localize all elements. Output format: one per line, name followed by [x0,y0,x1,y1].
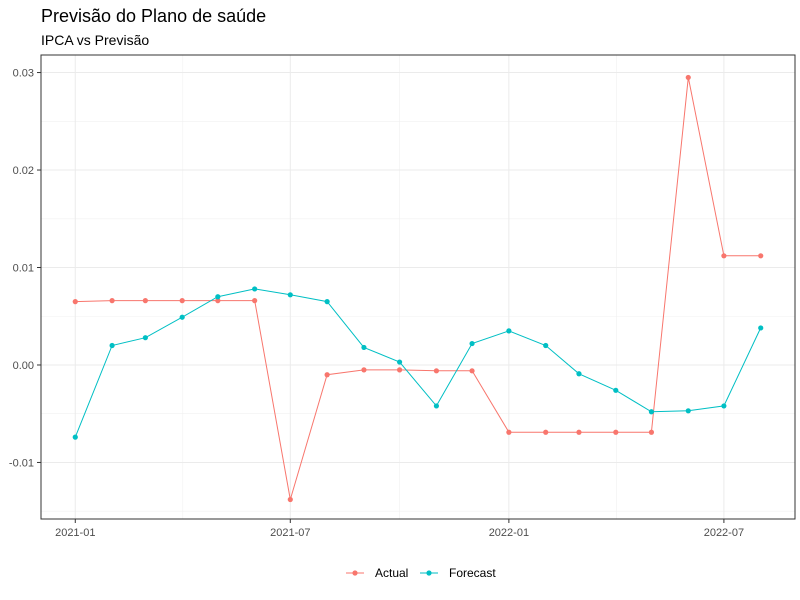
data-point-actual [396,367,403,373]
y-tick-label: 0.03 [13,68,34,80]
data-point-forecast [433,403,440,409]
data-point-forecast [252,286,258,292]
legend-label-actual: Actual [375,566,408,580]
grid-layer [41,55,795,519]
data-point-forecast [109,342,115,349]
data-point-actual [142,298,148,304]
data-point-forecast [469,340,475,347]
data-point-actual [506,429,512,435]
data-point-actual [433,368,440,374]
y-tick-label: 0.02 [13,165,34,177]
data-point-actual [179,298,185,304]
series-line-forecast [74,288,762,438]
data-point-forecast [721,403,727,409]
data-point-forecast [506,328,512,334]
data-point-actual [361,367,367,373]
data-point-forecast [576,371,582,377]
data-point-forecast [396,359,403,365]
legend-key-point-forecast [426,570,432,576]
x-tick-label: 2022-07 [704,527,744,539]
data-point-forecast [361,344,367,351]
x-tick-label: 2022-01 [489,527,529,539]
data-point-actual [721,253,727,259]
data-point-actual [72,299,78,305]
data-point-actual [324,372,330,378]
data-point-actual [685,74,691,81]
data-point-forecast [215,294,221,300]
data-point-forecast [142,335,148,341]
axis-layer: -0.01 0.00 0.01 0.02 0.03 2021-01 2021-07 2022-… [9,68,744,539]
x-tick-label: 2021-01 [55,527,95,539]
data-point-actual [252,298,258,304]
data-point-forecast [179,314,185,320]
legend-label-forecast: Forecast [449,566,496,580]
y-tick-label: 0.01 [13,263,34,275]
legend: Actual Forecast [346,566,496,580]
legend-key-point-actual [352,570,358,576]
y-tick-label: 0.00 [13,360,34,372]
data-point-actual [613,429,619,435]
data-point-forecast [287,292,293,298]
data-point-actual [215,298,221,304]
data-point-actual [109,298,115,304]
chart-title: Previsão do Plano de saúde [41,6,267,26]
data-point-forecast [758,325,764,331]
data-point-forecast [543,342,549,349]
data-point-forecast [613,387,619,393]
data-point-actual [469,368,475,374]
data-point-forecast [685,408,691,414]
y-tick-label: -0.01 [9,457,34,469]
panel-border [40,54,796,520]
data-point-actual [576,429,582,435]
data-point-forecast [72,434,78,440]
x-tick-label: 2021-07 [270,527,310,539]
series-layer [72,74,764,503]
series-line-actual [75,77,761,500]
data-point-actual [648,429,655,435]
data-point-actual [543,429,549,435]
data-point-forecast [648,409,655,415]
data-point-forecast [324,299,330,305]
data-point-actual [758,253,764,259]
chart-subtitle: IPCA vs Previsão [41,32,150,48]
data-point-actual [287,496,293,503]
